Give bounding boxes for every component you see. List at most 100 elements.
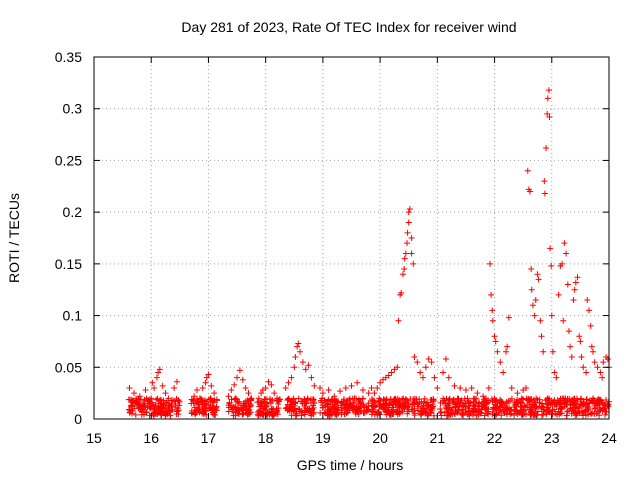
band-point [324, 401, 331, 408]
data-point [377, 379, 384, 386]
y-tick-label: 0.35 [55, 49, 82, 65]
y-tick-label: 0.25 [55, 152, 82, 168]
data-point [585, 307, 592, 314]
band-point [544, 401, 551, 408]
band-point [363, 404, 370, 411]
band-point [543, 409, 550, 416]
band-point [533, 404, 540, 411]
band-point [202, 405, 209, 412]
data-point [305, 362, 312, 369]
band-point [333, 407, 340, 414]
band-point [369, 408, 376, 415]
y-tick-label: 0.15 [55, 256, 82, 272]
band-point [534, 408, 541, 415]
data-point [431, 374, 438, 381]
data-point [297, 348, 303, 355]
band-point [539, 400, 546, 407]
y-axis-label: ROTI / TECUs [6, 193, 22, 283]
band-point [477, 409, 484, 416]
band-point [346, 401, 353, 408]
band-point [600, 405, 607, 412]
data-point [406, 206, 413, 213]
band-point [347, 400, 354, 407]
band-point [349, 395, 356, 402]
data-point [529, 302, 536, 309]
data-point [401, 255, 408, 262]
data-point [385, 372, 392, 379]
data-point [171, 384, 178, 391]
band-point [589, 397, 596, 404]
x-tick-label: 22 [487, 430, 503, 446]
band-point [190, 396, 197, 403]
band-point [188, 410, 195, 417]
data-point [462, 387, 469, 394]
data-point [239, 376, 246, 383]
data-point [440, 369, 447, 376]
data-point [578, 353, 585, 360]
band-point [460, 412, 467, 419]
data-point [588, 343, 595, 350]
band-point [380, 402, 387, 409]
band-point [298, 412, 305, 419]
x-tick-label: 19 [315, 430, 331, 446]
data-point [236, 367, 243, 374]
band-point [546, 407, 553, 414]
band-point [126, 409, 133, 416]
band-point [150, 412, 157, 419]
band-point [481, 402, 488, 409]
band-point [455, 395, 462, 402]
band-point [452, 399, 459, 406]
data-point [394, 364, 401, 371]
data-point [242, 384, 249, 391]
band-point [520, 402, 527, 409]
x-tick-label: 20 [372, 430, 388, 446]
band-point [290, 395, 297, 402]
data-point [474, 390, 481, 397]
data-point [485, 384, 492, 391]
data-point [572, 279, 579, 286]
band-point [386, 400, 393, 407]
data-point [208, 382, 215, 389]
band-point [240, 410, 247, 417]
data-point [225, 393, 232, 400]
band-point [332, 397, 339, 404]
band-point [210, 411, 217, 418]
data-point [594, 364, 601, 371]
data-point [508, 384, 515, 391]
band-point [202, 398, 209, 405]
band-point [404, 410, 411, 417]
data-point [584, 297, 591, 304]
band-point [532, 403, 539, 410]
band-point [257, 399, 264, 406]
data-point [417, 369, 424, 376]
x-tick-label: 23 [544, 430, 560, 446]
band-point [319, 404, 326, 411]
band-point [174, 397, 181, 404]
data-point [299, 359, 306, 366]
band-point [528, 411, 535, 418]
band-point [445, 402, 452, 409]
data-point [503, 348, 509, 355]
band-point [245, 400, 252, 407]
data-point [348, 382, 355, 389]
data-point [537, 317, 544, 324]
band-point [134, 401, 141, 408]
band-point [566, 397, 573, 404]
band-point [405, 400, 412, 407]
band-point [441, 397, 448, 404]
data-point [544, 95, 551, 102]
band-point [424, 412, 431, 419]
band-point [472, 398, 479, 405]
band-point [230, 412, 237, 419]
band-point [496, 410, 503, 417]
data-point [523, 384, 530, 391]
band-point [390, 397, 397, 404]
band-point [475, 402, 482, 409]
band-point [291, 406, 298, 413]
data-point [371, 390, 378, 397]
data-point [173, 378, 180, 385]
data-point [580, 364, 587, 371]
band-point [539, 403, 546, 410]
band-point [325, 409, 332, 416]
data-point [388, 369, 395, 376]
